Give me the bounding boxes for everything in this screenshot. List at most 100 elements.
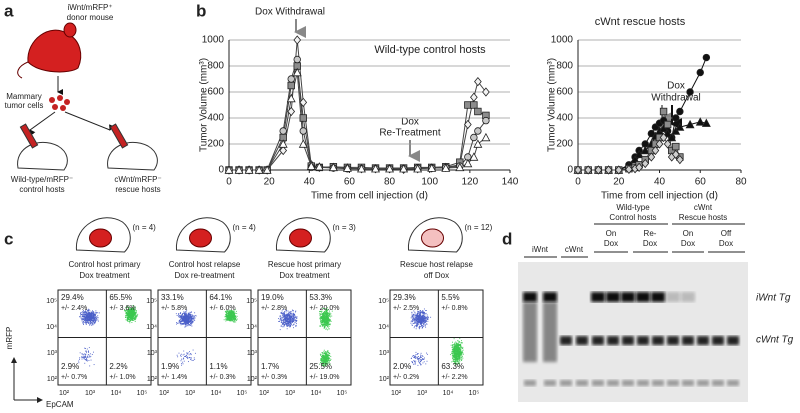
y-tick-label: 10⁴ <box>46 324 57 331</box>
event-dot <box>425 363 426 364</box>
event-dot <box>295 316 296 317</box>
event-dot <box>419 328 420 329</box>
event-dot <box>190 312 191 313</box>
event-dot <box>85 355 86 356</box>
event-dot <box>420 310 421 311</box>
event-dot <box>133 315 134 316</box>
event-dot <box>417 354 418 355</box>
event-dot <box>461 340 462 341</box>
event-dot <box>90 322 91 323</box>
event-dot <box>288 314 289 315</box>
event-dot <box>417 322 418 323</box>
event-dot <box>284 325 285 326</box>
event-dot <box>191 357 192 358</box>
event-dot <box>91 320 92 321</box>
event-dot <box>127 315 128 316</box>
event-dot <box>326 322 327 323</box>
event-dot <box>187 357 188 358</box>
event-dot <box>461 351 462 352</box>
plot-title: Rescue host primary <box>268 260 341 269</box>
event-dot <box>85 312 86 313</box>
event-dot <box>125 315 126 316</box>
event-dot <box>288 321 289 322</box>
event-dot <box>176 322 177 323</box>
event-dot <box>88 360 89 361</box>
gel-band <box>637 336 649 345</box>
event-dot <box>319 313 320 314</box>
x-tick-label: 10⁴ <box>443 390 454 397</box>
event-dot <box>135 314 136 315</box>
event-dot <box>186 315 187 316</box>
event-dot <box>452 347 453 348</box>
event-dot <box>184 315 185 316</box>
y-tick-label: 800 <box>207 61 224 72</box>
event-dot <box>297 316 298 317</box>
event-dot <box>325 351 326 352</box>
event-dot <box>281 325 282 326</box>
event-dot <box>453 353 454 354</box>
event-dot <box>191 312 192 313</box>
y-tick-label: 10³ <box>379 350 390 357</box>
event-dot <box>420 324 421 325</box>
event-dot <box>415 356 416 357</box>
x-tick-label: 40 <box>654 177 666 188</box>
gel-band <box>621 292 635 302</box>
event-dot <box>329 312 330 313</box>
event-dot <box>328 318 329 319</box>
event-dot <box>86 360 87 361</box>
event-dot <box>84 348 85 349</box>
event-dot <box>290 325 291 326</box>
event-dot <box>287 314 288 315</box>
event-dot <box>178 313 179 314</box>
event-dot <box>416 320 417 321</box>
event-dot <box>187 319 188 320</box>
event-dot <box>86 352 87 353</box>
event-dot <box>459 358 460 359</box>
event-dot <box>421 353 422 354</box>
event-dot <box>185 356 186 357</box>
event-dot <box>324 326 325 327</box>
event-dot <box>184 314 185 315</box>
quadrant-error: +/- 2.8% <box>261 305 287 312</box>
event-dot <box>283 317 284 318</box>
event-dot <box>462 352 463 353</box>
tumor <box>90 229 112 247</box>
event-dot <box>278 321 279 322</box>
event-dot <box>456 359 457 360</box>
event-dot <box>419 362 420 363</box>
event-dot <box>331 321 332 322</box>
event-dot <box>461 357 462 358</box>
event-dot <box>191 317 192 318</box>
event-dot <box>295 317 296 318</box>
event-dot <box>457 357 458 358</box>
quadrant-error: +/- 2.4% <box>61 305 87 312</box>
chart-title: cWnt rescue hosts <box>595 16 686 28</box>
event-dot <box>131 313 132 314</box>
event-dot <box>88 352 89 353</box>
event-dot <box>459 354 460 355</box>
event-dot <box>427 361 428 362</box>
event-dot <box>185 316 186 317</box>
event-dot <box>87 360 88 361</box>
event-dot <box>133 320 134 321</box>
event-dot <box>83 315 84 316</box>
event-dot <box>417 319 418 320</box>
event-dot <box>88 313 89 314</box>
series-line <box>229 73 486 171</box>
y-tick-label: 10² <box>147 376 158 383</box>
event-dot <box>456 356 457 357</box>
event-dot <box>455 355 456 356</box>
event-dot <box>232 312 233 313</box>
event-dot <box>226 319 227 320</box>
event-dot <box>419 363 420 364</box>
event-dot <box>230 313 231 314</box>
event-dot <box>290 315 291 316</box>
event-dot <box>182 316 183 317</box>
event-dot <box>292 319 293 320</box>
event-dot <box>186 323 187 324</box>
event-dot <box>90 312 91 313</box>
event-dot <box>454 344 455 345</box>
event-dot <box>279 321 280 322</box>
event-dot <box>417 313 418 314</box>
event-dot <box>414 318 415 319</box>
